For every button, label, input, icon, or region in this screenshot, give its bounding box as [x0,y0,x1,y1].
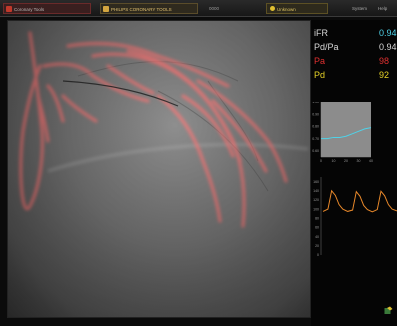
system-menu[interactable]: System [352,6,368,11]
wave-y-tick-label: 80 [315,216,319,220]
wave-y-tick-label: 0 [317,253,319,257]
pressure-waveform-chart: 160 140 120 100 80 60 40 20 0 [313,177,397,257]
status-indicator[interactable]: Unknown [266,3,328,14]
wave-series-line [322,189,397,213]
ifr-label: iFR [314,28,328,38]
pdpa-readout: Pd/Pa 0.94 [314,41,397,53]
segment-label: 0000 [209,6,220,11]
status-label: Unknown [277,7,296,12]
wave-y-tick-label: 140 [313,189,319,193]
measurement-panel: iFR 0.94 Pd/Pa 0.94 Pa 98 Pd 92 0.60 0.70… [311,20,397,326]
trend-x-tick-label: 20 [344,159,348,163]
wave-y-tick-label: 100 [313,207,319,211]
trend-y-tick-label: 0.70 [312,137,319,141]
trend-y-tick-label: 1.00 [312,102,319,104]
ifr-value: 0.94 [379,28,397,38]
pd-label: Pd [314,70,326,80]
tool-tab[interactable]: PHILIPS CORONARY TOOLS [100,3,198,14]
segment-field[interactable]: 0000 [205,3,263,14]
tool-icon [103,6,109,12]
pa-readout: Pa 98 [314,55,397,67]
trend-y-tick-label: 0.80 [312,125,319,129]
trend-x-tick-label: 30 [357,159,361,163]
trend-x-tick-label: 0 [320,159,322,163]
trend-y-tick-label: 0.90 [312,112,319,116]
pd-value: 92 [379,70,390,80]
pa-value: 98 [379,56,390,66]
trend-x-tick-label: 10 [332,159,336,163]
angiography-image[interactable] [7,20,311,318]
app-label: Coronary Tools [14,7,45,12]
app-icon [6,6,12,12]
pd-readout: Pd 92 [314,69,397,81]
tool-label: PHILIPS CORONARY TOOLS [111,7,172,12]
trend-series-line [321,127,372,140]
wave-y-tick-label: 40 [315,235,319,239]
wave-y-tick-label: 60 [315,226,319,230]
help-menu[interactable]: Help [378,6,388,11]
wave-y-tick-label: 20 [315,244,319,248]
ifr-trend-chart: 0.60 0.70 0.80 0.90 1.00 0 10 20 30 40 [312,102,373,163]
wave-y-tick-label: 120 [313,198,319,202]
app-tab-coronary-tools[interactable]: Coronary Tools [3,3,91,14]
pa-label: Pa [314,56,326,66]
trend-y-tick-label: 0.60 [312,149,319,153]
top-toolbar: Coronary Tools PHILIPS CORONARY TOOLS 00… [0,0,397,17]
pdpa-label: Pd/Pa [314,42,339,52]
vessel-overlay [8,21,310,317]
trend-x-tick-label: 40 [369,159,373,163]
record-icon[interactable] [384,306,393,315]
ifr-readout: iFR 0.94 [314,27,397,39]
pdpa-value: 0.94 [379,42,397,52]
wave-y-tick-label: 160 [313,180,319,184]
status-dot-icon [270,6,275,11]
